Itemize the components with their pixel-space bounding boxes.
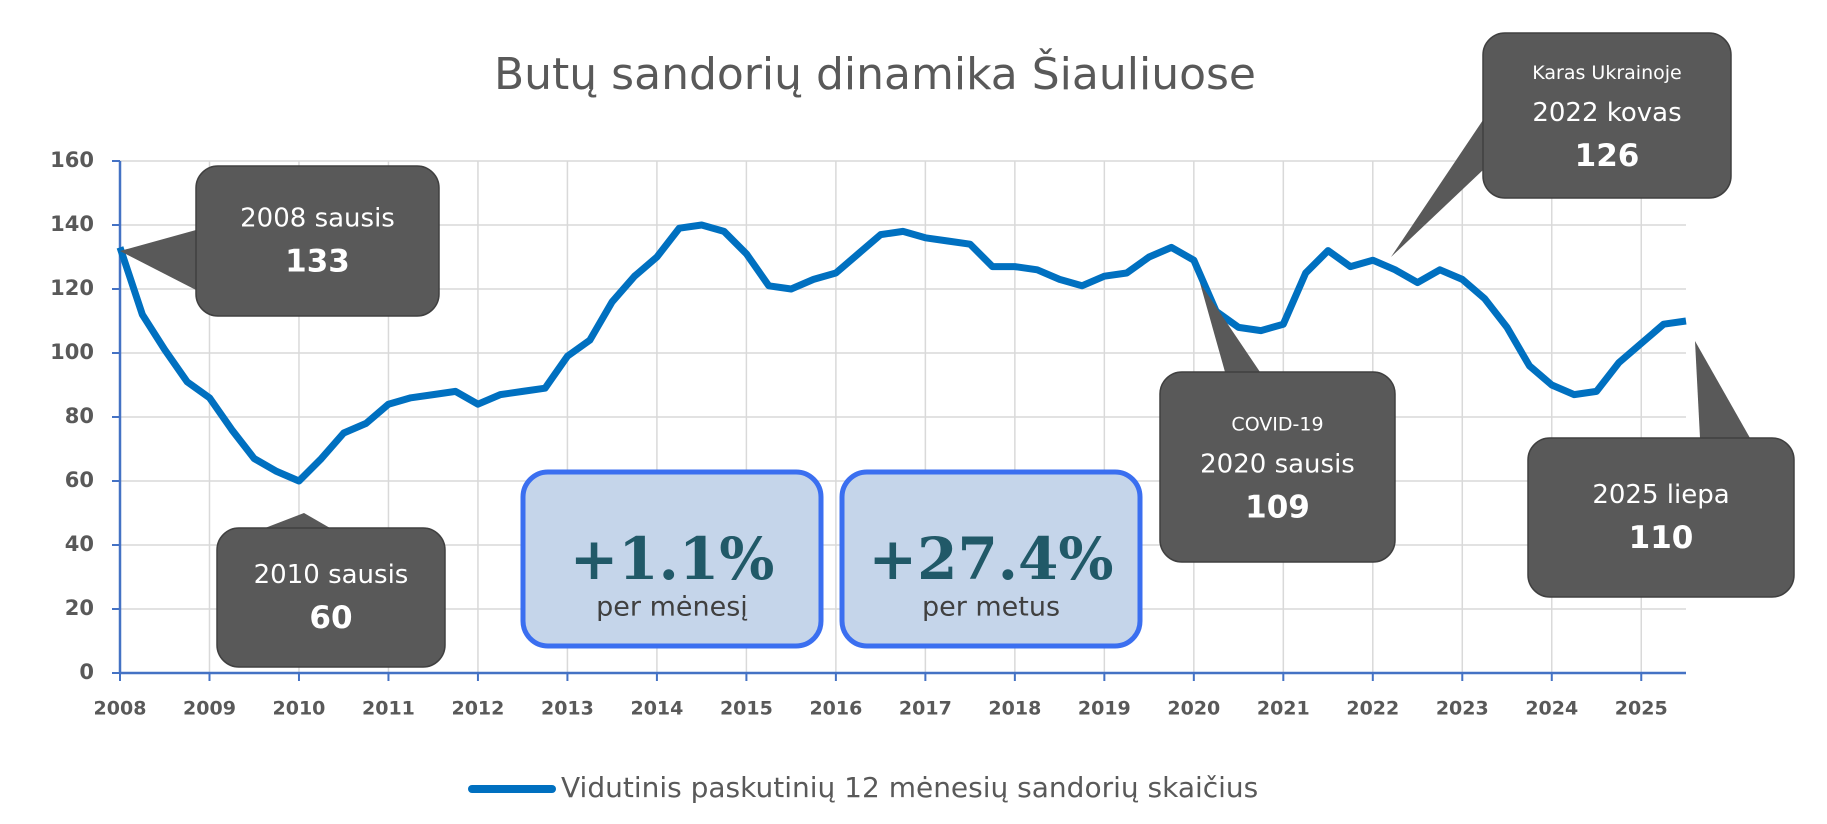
callout-box <box>195 165 440 317</box>
x-tick-label: 2018 <box>988 698 1041 720</box>
callout-value: 133 <box>285 244 350 280</box>
callout-date: 2020 sausis <box>1200 450 1355 480</box>
x-tick-label: 2025 <box>1615 698 1668 720</box>
x-tick-label: 2023 <box>1436 698 1489 720</box>
x-tick-label: 2009 <box>183 698 236 720</box>
kpi-value: +1.1% <box>570 525 775 593</box>
y-tick-label: 80 <box>65 404 94 428</box>
callout-value: 60 <box>309 600 352 636</box>
x-tick-label: 2022 <box>1346 698 1399 720</box>
chart-title: Butų sandorių dinamika Šiauliuose <box>494 47 1256 100</box>
x-tick-label: 2010 <box>273 698 326 720</box>
x-tick-label: 2020 <box>1167 698 1220 720</box>
y-tick-label: 140 <box>50 212 94 236</box>
data-line <box>116 221 1687 485</box>
callout-box <box>216 527 446 668</box>
x-tick-label: 2015 <box>720 698 773 720</box>
callout-box <box>1527 437 1795 598</box>
callout-value: 109 <box>1245 490 1310 526</box>
callout-date: 2010 sausis <box>254 560 409 590</box>
callout-note: COVID-19 <box>1231 414 1323 436</box>
callout-value: 126 <box>1575 138 1640 174</box>
callout-date: 2025 liepa <box>1592 480 1729 510</box>
callout-date: 2022 kovas <box>1532 98 1681 128</box>
kpi-caption: per mėnesį <box>596 592 748 623</box>
y-tick-label: 20 <box>65 596 94 620</box>
callout-box <box>1159 371 1396 563</box>
y-tick-label: 60 <box>65 468 94 492</box>
callout-pointer <box>1695 341 1750 438</box>
kpi-box <box>839 469 1143 649</box>
callout-pointer <box>265 513 330 528</box>
x-tick-label: 2008 <box>94 698 147 720</box>
kpi-caption: per metus <box>922 592 1060 623</box>
x-tick-label: 2024 <box>1525 698 1578 720</box>
y-tick-label: 0 <box>79 660 94 684</box>
y-tick-label: 120 <box>50 276 94 300</box>
callout-note: Karas Ukrainoje <box>1532 62 1681 84</box>
callout-pointer <box>1391 120 1483 257</box>
x-tick-label: 2016 <box>809 698 862 720</box>
x-tick-label: 2011 <box>362 698 415 720</box>
kpi-value: +27.4% <box>869 525 1114 593</box>
x-tick-label: 2012 <box>451 698 504 720</box>
x-tick-label: 2019 <box>1078 698 1131 720</box>
legend-label: Vidutinis paskutinių 12 mėnesių sandorių… <box>561 771 1258 804</box>
callout-pointer <box>120 230 196 290</box>
callout-date: 2008 sausis <box>240 204 395 234</box>
x-tick-label: 2013 <box>541 698 594 720</box>
callout-pointer <box>1200 283 1260 372</box>
kpi-box <box>520 469 824 649</box>
y-tick-label: 40 <box>65 532 94 556</box>
x-tick-label: 2021 <box>1257 698 1310 720</box>
callout-value: 110 <box>1629 520 1694 556</box>
x-tick-label: 2014 <box>630 698 683 720</box>
y-tick-label: 100 <box>50 340 94 364</box>
y-tick-label: 160 <box>50 148 94 172</box>
callout-box <box>1482 32 1732 199</box>
x-tick-label: 2017 <box>899 698 952 720</box>
